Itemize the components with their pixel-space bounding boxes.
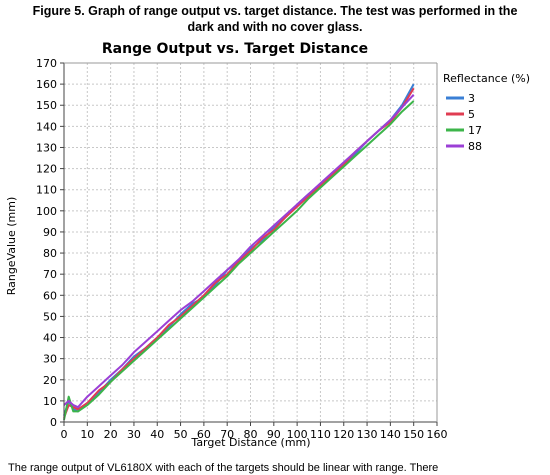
y-tick-label: 70 [43, 268, 57, 281]
y-tick-label: 60 [43, 289, 57, 302]
x-tick-label: 0 [61, 428, 68, 441]
legend-label-5: 5 [468, 108, 475, 121]
x-tick-label: 10 [80, 428, 94, 441]
y-tick-label: 140 [36, 120, 57, 133]
y-tick-label: 90 [43, 226, 57, 239]
x-tick-label: 30 [127, 428, 141, 441]
x-tick-label: 140 [380, 428, 401, 441]
y-tick-label: 100 [36, 205, 57, 218]
body-text: The range output of VL6180X with each of… [8, 462, 439, 474]
x-tick-label: 70 [220, 428, 234, 441]
x-tick-label: 50 [174, 428, 188, 441]
x-tick-label: 160 [427, 428, 448, 441]
tick-labels: 0102030405060708090100110120130140150160… [36, 57, 448, 441]
x-tick-label: 130 [357, 428, 378, 441]
y-tick-label: 80 [43, 247, 57, 260]
chart-title: Range Output vs. Target Distance [102, 41, 368, 57]
legend-label-17: 17 [468, 124, 482, 137]
x-tick-label: 40 [150, 428, 164, 441]
y-tick-label: 150 [36, 99, 57, 112]
figure-caption: Figure 5. Graph of range output vs. targ… [0, 3, 550, 35]
caption-line-2: dark and with no cover glass. [187, 20, 363, 34]
y-tick-label: 0 [50, 416, 57, 429]
y-tick-label: 130 [36, 141, 57, 154]
series-line-88 [63, 94, 415, 409]
y-axis-label: RangeValue (mm) [5, 197, 18, 296]
caption-line-1: Figure 5. Graph of range output vs. targ… [32, 4, 518, 18]
legend-label-88: 88 [468, 140, 482, 153]
x-tick-label: 110 [310, 428, 331, 441]
y-tick-label: 110 [36, 184, 57, 197]
y-tick-label: 40 [43, 332, 57, 345]
x-tick-label: 60 [197, 428, 211, 441]
legend-label-3: 3 [468, 92, 475, 105]
y-tick-label: 160 [36, 78, 57, 91]
y-tick-label: 50 [43, 310, 57, 323]
series-line-17 [63, 100, 415, 421]
y-tick-label: 170 [36, 57, 57, 70]
x-axis-label: Target Distance (mm) [190, 436, 310, 449]
x-tick-label: 100 [287, 428, 308, 441]
x-tick-label: 120 [333, 428, 354, 441]
y-tick-label: 20 [43, 374, 57, 387]
y-tick-label: 10 [43, 395, 57, 408]
y-tick-label: 120 [36, 163, 57, 176]
x-tick-label: 20 [104, 428, 118, 441]
x-tick-label: 80 [244, 428, 258, 441]
legend-title: Reflectance (%) [443, 72, 530, 85]
x-tick-label: 150 [403, 428, 424, 441]
series-line-3 [63, 83, 415, 417]
axes [60, 62, 438, 426]
legend: Reflectance (%) 3 5 17 88 [443, 72, 530, 153]
legend-items: 3 5 17 88 [446, 92, 482, 153]
x-tick-label: 90 [267, 428, 281, 441]
range-chart: Range Output vs. Target Distance 0102030… [5, 41, 530, 449]
series-lines [63, 83, 415, 421]
y-tick-label: 30 [43, 353, 57, 366]
